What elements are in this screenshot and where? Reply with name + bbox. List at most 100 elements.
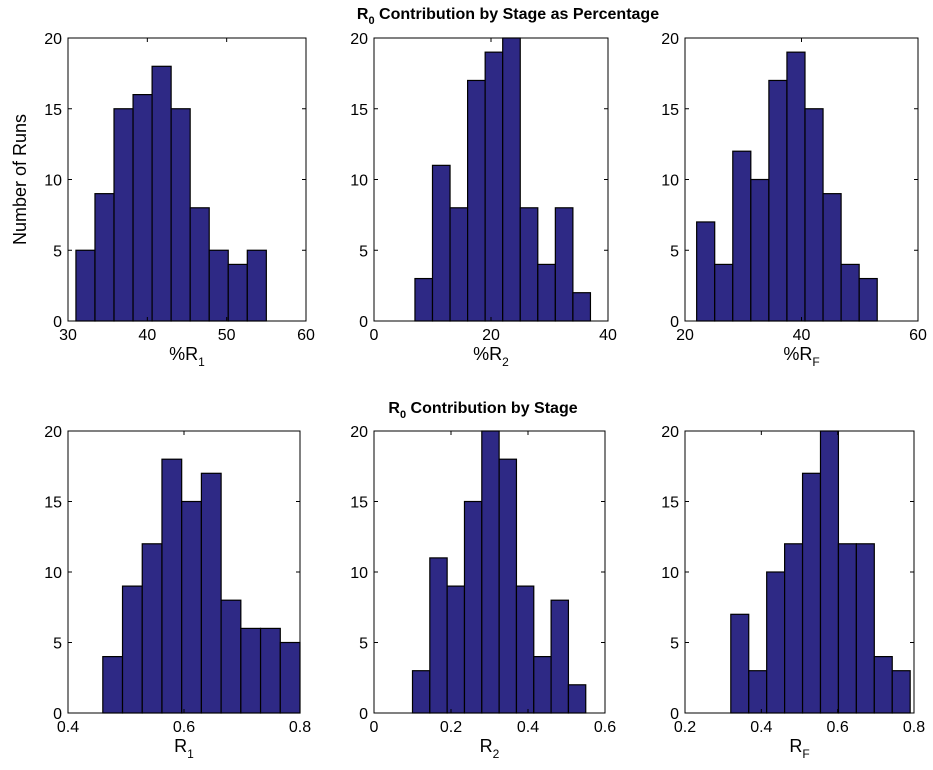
x-tick-label: 0 xyxy=(370,719,379,736)
figure-title-bottom: R0 Contribution by Stage xyxy=(388,400,577,421)
bar-2-3 xyxy=(449,207,469,322)
bar-3-9 xyxy=(840,263,860,322)
bar-6-2 xyxy=(748,670,768,714)
y-tick-label: 15 xyxy=(350,102,368,119)
bar-5-6 xyxy=(498,458,518,714)
bar-6-3 xyxy=(766,571,786,714)
bar-5-7 xyxy=(515,585,535,714)
y-tick-label: 5 xyxy=(359,636,368,653)
x-tick-label: 0.6 xyxy=(173,719,195,736)
y-tick-label: 0 xyxy=(359,706,368,723)
bar-6-8 xyxy=(855,543,875,714)
histogram-panel-6: 0.2 0.4 0.6 0.8 0 5 10 15 20 RF xyxy=(661,424,925,761)
bar-2-1 xyxy=(414,277,434,322)
bar-1-2 xyxy=(94,193,115,322)
y-tick-label: 20 xyxy=(350,424,368,441)
y-tick-label: 15 xyxy=(350,495,368,512)
bar-3-6 xyxy=(786,51,806,322)
bar-4-2 xyxy=(121,585,143,714)
bar-6-9 xyxy=(873,655,893,714)
bar-3-3 xyxy=(732,150,752,322)
bar-3-1 xyxy=(696,221,716,322)
bar-4-3 xyxy=(141,543,163,714)
bar-2-9 xyxy=(554,207,574,322)
figure-title-top: R0 Contribution by Stage as Percentage xyxy=(357,6,659,27)
x-tick-label: 0.8 xyxy=(903,719,925,736)
bar-1-4 xyxy=(132,93,153,322)
histogram-panel-1: 30 40 50 60 0 5 10 15 20 %R1 Number of Runs xyxy=(10,31,315,369)
y-tick-label: 20 xyxy=(44,424,62,441)
bar-5-3 xyxy=(446,585,466,714)
x-tick-label: 40 xyxy=(793,327,811,344)
bar-2-10 xyxy=(572,292,592,322)
y-tick-label: 0 xyxy=(53,706,62,723)
x-tick-label: 0.2 xyxy=(674,719,696,736)
y-tick-label: 10 xyxy=(661,173,679,190)
bar-1-10 xyxy=(246,249,267,322)
y-tick-label: 15 xyxy=(661,102,679,119)
x-tick-label: 60 xyxy=(297,327,315,344)
bar-3-8 xyxy=(822,193,842,322)
bar-2-7 xyxy=(519,207,539,322)
bar-4-5 xyxy=(181,500,202,714)
y-tick-label: 5 xyxy=(53,636,62,653)
bar-1-3 xyxy=(113,108,134,322)
bar-4-1 xyxy=(102,655,124,714)
x-axis-label: RF xyxy=(789,736,809,761)
bar-3-4 xyxy=(750,178,770,322)
y-tick-label: 20 xyxy=(661,31,679,48)
bar-5-4 xyxy=(463,500,483,714)
x-tick-label: 50 xyxy=(218,327,236,344)
bar-4-6 xyxy=(200,472,222,714)
bar-2-2 xyxy=(431,164,451,322)
x-axis-label: %R2 xyxy=(473,344,509,369)
x-tick-label: 0.2 xyxy=(440,719,462,736)
bar-4-7 xyxy=(220,599,242,714)
histogram-panel-4: 0.4 0.6 0.8 0 5 10 15 20 R1 xyxy=(44,424,311,761)
x-tick-label: 60 xyxy=(909,327,927,344)
y-tick-label: 10 xyxy=(44,565,62,582)
y-axis-label: Number of Runs xyxy=(10,114,30,245)
bar-1-7 xyxy=(189,207,210,322)
bar-6-4 xyxy=(784,543,804,714)
bar-2-8 xyxy=(537,263,556,322)
bar-5-5 xyxy=(481,430,500,714)
bar-3-7 xyxy=(804,108,824,322)
x-tick-label: 40 xyxy=(138,327,156,344)
x-tick-label: 0.8 xyxy=(289,719,311,736)
histogram-panel-5: 0 0.2 0.4 0.6 0 5 10 15 20 R2 xyxy=(350,424,616,761)
x-tick-label: 20 xyxy=(482,327,500,344)
y-tick-label: 5 xyxy=(53,243,62,260)
bar-1-9 xyxy=(227,263,248,322)
x-tick-label: 20 xyxy=(676,327,694,344)
bar-2-4 xyxy=(467,79,486,322)
bar-4-9 xyxy=(259,627,281,714)
x-tick-label: 0 xyxy=(370,327,379,344)
y-tick-label: 0 xyxy=(53,314,62,331)
x-tick-label: 0.6 xyxy=(827,719,849,736)
x-tick-label: 0.4 xyxy=(517,719,539,736)
bar-3-5 xyxy=(768,79,788,322)
bar-5-9 xyxy=(550,599,570,714)
bar-6-1 xyxy=(730,613,750,714)
bar-6-5 xyxy=(801,472,822,714)
x-axis-label: R2 xyxy=(480,736,500,761)
bar-6-6 xyxy=(819,430,840,714)
bar-4-8 xyxy=(240,627,262,714)
y-tick-label: 10 xyxy=(44,173,62,190)
y-tick-label: 0 xyxy=(670,706,679,723)
bar-1-8 xyxy=(208,249,229,322)
bar-5-2 xyxy=(429,557,448,714)
bar-5-8 xyxy=(533,655,552,714)
bar-2-6 xyxy=(502,37,521,322)
bar-3-10 xyxy=(858,277,878,322)
bar-1-1 xyxy=(75,249,96,322)
y-tick-label: 5 xyxy=(670,636,679,653)
x-axis-label: %RF xyxy=(783,344,819,369)
y-tick-label: 10 xyxy=(350,565,368,582)
bar-5-1 xyxy=(411,670,431,714)
x-axis-label: R1 xyxy=(174,736,194,761)
y-tick-label: 5 xyxy=(670,243,679,260)
